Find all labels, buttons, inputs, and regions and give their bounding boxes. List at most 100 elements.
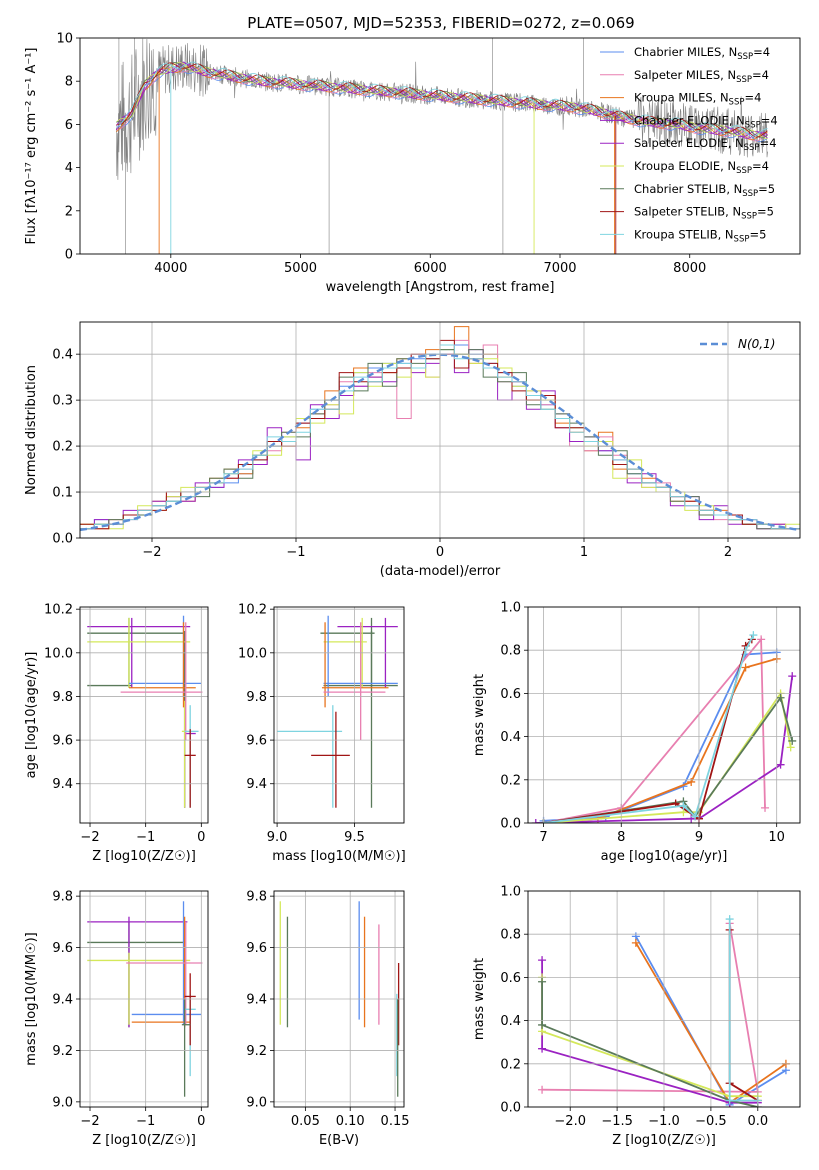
weight-marker xyxy=(776,693,785,702)
weight-line-1 xyxy=(543,636,766,823)
legend-label: Salpeter ELODIE, NSSP=4 xyxy=(634,136,777,153)
panel-residuals: −2 −1 0 1 2 0.0 0.1 0.2 0.3 0.4 (data-model)/error… xyxy=(24,321,801,579)
legend-label-sub: SSP xyxy=(744,143,760,153)
y-tick-label: 0.3 xyxy=(52,394,73,409)
y-tick-label: 9.8 xyxy=(52,690,73,705)
y-tick-label: 6 xyxy=(65,118,73,133)
model-line-8 xyxy=(116,61,768,137)
x-tick-label: 5000 xyxy=(284,261,317,276)
weight-marker xyxy=(538,956,547,965)
y-tick-label: 0.2 xyxy=(52,440,73,455)
y-tick-label: 9.0 xyxy=(52,1095,73,1110)
legend-label-tail: =4 xyxy=(752,159,769,173)
weight-marker xyxy=(725,1096,734,1105)
weight-marker xyxy=(757,635,766,644)
y-tick-label: 9.2 xyxy=(52,1044,73,1059)
y-tick-label: 8 xyxy=(65,75,73,90)
axes-frame xyxy=(79,606,209,824)
plot-area xyxy=(538,915,790,1107)
y-tick-label: 0.4 xyxy=(500,1014,521,1029)
legend-label-sub: SSP xyxy=(745,120,761,130)
axes-frame xyxy=(79,37,801,255)
axes-frame xyxy=(527,606,801,824)
y-tick-label: 10 xyxy=(56,32,73,47)
legend-label-tail: =4 xyxy=(760,136,777,150)
y-tick-label: 0.1 xyxy=(52,486,73,501)
y-tick-label: 1.0 xyxy=(500,601,521,616)
y-tick-label: 0.2 xyxy=(500,773,521,788)
x-tick-label: −2 xyxy=(142,545,161,560)
x-tick-label: 1 xyxy=(580,545,588,560)
x-tick-label: 8000 xyxy=(673,261,706,276)
plot-area xyxy=(277,615,398,808)
axes-frame xyxy=(79,890,209,1108)
x-tick-label: −1 xyxy=(136,830,155,845)
y-tick-label: 10.2 xyxy=(238,603,267,618)
y-tick-label: 9.6 xyxy=(52,941,73,956)
x-tick-label: 0.05 xyxy=(291,1114,320,1129)
axes-frame xyxy=(273,890,405,1108)
y-tick-label: 0.6 xyxy=(500,687,521,702)
panel-mass_vs_ebv: 0.05 0.10 0.15 9.0 9.2 9.4 9.6 9.8 E(B-V) xyxy=(246,890,409,1148)
x-tick-label: 0.15 xyxy=(381,1114,410,1129)
y-tick-label: 0 xyxy=(65,248,73,263)
panel-mass_weight_vs_Z: −2.0 −1.5 −1.0 −0.5 0.0 0.0 0.2 0.4 0.6 0.8 1.0 Z [… xyxy=(472,885,801,1148)
y-tick-label: 0.4 xyxy=(500,730,521,745)
y-tick-label: 9.2 xyxy=(246,1044,267,1059)
legend-label-tail: =5 xyxy=(757,205,774,219)
y-tick-label: 9.4 xyxy=(246,993,267,1008)
y-axis-label: Flux [fλ10⁻¹⁷ erg cm⁻² s⁻¹ A⁻¹] xyxy=(24,48,39,245)
legend-label-sub: SSP xyxy=(741,212,757,222)
legend-label-main: Kroupa ELODIE, N xyxy=(634,159,736,173)
axes-frame xyxy=(79,321,801,539)
x-tick-label: 9.5 xyxy=(344,830,365,845)
x-tick-label: −1 xyxy=(286,545,305,560)
weight-marker xyxy=(749,631,758,640)
x-tick-label: −2 xyxy=(80,830,99,845)
x-tick-label: 4000 xyxy=(154,261,187,276)
panel-age_vs_Z: −2 −1 0 9.4 9.6 9.8 10.0 10.2 Z [log10(Z/Z☉)] age… xyxy=(24,603,209,864)
legend-label-main: Kroupa MILES, N xyxy=(634,91,729,105)
weight-marker xyxy=(531,819,540,823)
legend-label: Salpeter STELIB, NSSP=5 xyxy=(634,205,774,222)
y-tick-label: 1.0 xyxy=(500,885,521,900)
panel-spectrum: 4000 5000 6000 7000 8000 0 2 4 6 8 10 wavelength [A… xyxy=(24,32,801,295)
x-tick-label: 7 xyxy=(539,830,547,845)
y-tick-label: 10.0 xyxy=(238,646,267,661)
x-tick-label: 9.0 xyxy=(267,830,288,845)
legend-label-tail: =4 xyxy=(744,91,761,105)
x-tick-label: 0.0 xyxy=(747,1114,768,1129)
x-tick-label: −2 xyxy=(80,1114,99,1129)
weight-marker xyxy=(538,977,547,986)
legend-label-sub: SSP xyxy=(742,189,758,199)
weight-line-1 xyxy=(542,923,759,1093)
weight-marker xyxy=(538,1044,547,1053)
x-tick-label: 7000 xyxy=(543,261,576,276)
weight-marker xyxy=(725,915,734,924)
y-tick-label: 0.6 xyxy=(500,971,521,986)
weight-line-6 xyxy=(728,929,759,1102)
weight-marker xyxy=(788,672,797,681)
legend-label: Kroupa ELODIE, NSSP=4 xyxy=(634,159,769,176)
weight-marker xyxy=(538,1020,547,1029)
weight-line-4 xyxy=(541,977,758,1098)
y-tick-label: 0.2 xyxy=(500,1057,521,1072)
legend-label-main: Chabrier MILES, N xyxy=(634,45,737,59)
x-tick-label: 9 xyxy=(695,830,703,845)
weight-marker xyxy=(691,812,700,821)
weight-line-2 xyxy=(543,657,777,823)
legend-label-tail: =5 xyxy=(749,227,766,241)
legend-label: Salpeter MILES, NSSP=4 xyxy=(634,68,769,85)
normal-legend-label: N(0,1) xyxy=(738,337,775,351)
weight-marker xyxy=(741,663,750,672)
x-tick-label: −1.0 xyxy=(648,1114,680,1129)
y-tick-label: 10.2 xyxy=(44,603,73,618)
y-tick-label: 9.4 xyxy=(52,993,73,1008)
weight-marker xyxy=(538,1085,547,1094)
legend-label-sub: SSP xyxy=(736,166,752,176)
legend-label-tail: =5 xyxy=(758,182,775,196)
weight-line-3 xyxy=(541,960,758,1104)
legend-label-main: Salpeter MILES, N xyxy=(634,68,736,82)
x-tick-label: 0 xyxy=(197,1114,205,1129)
